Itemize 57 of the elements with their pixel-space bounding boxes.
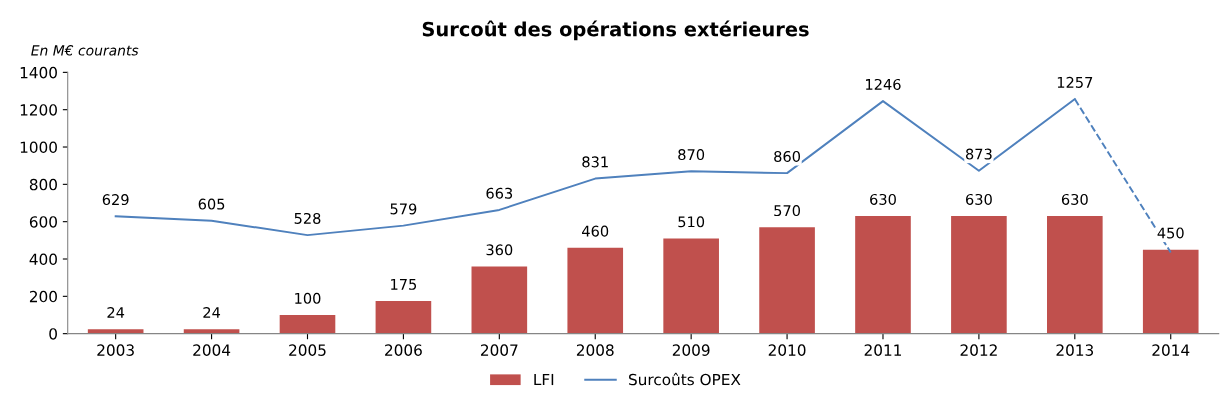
bar <box>1142 249 1199 334</box>
y-tick-label: 1200 <box>20 104 57 116</box>
y-axis-title: En M€ courants <box>31 45 139 56</box>
data-label: 630 <box>870 193 896 205</box>
data-label: 831 <box>582 156 608 168</box>
x-tick-label: 2007 <box>481 344 518 356</box>
bar <box>951 216 1007 334</box>
data-label: 528 <box>294 212 321 224</box>
data-label: 450 <box>1157 227 1184 239</box>
data-label: 1257 <box>1057 76 1093 88</box>
bar <box>663 238 719 334</box>
y-tick-label: 400 <box>29 253 57 266</box>
y-tick-label: 1400 <box>20 66 57 79</box>
data-label: 663 <box>486 187 513 199</box>
x-tick-label: 2013 <box>1056 344 1094 356</box>
chart-title: Surcoût des opérations extérieures <box>422 20 809 41</box>
bar <box>855 216 911 334</box>
data-label: 24 <box>107 306 125 318</box>
bar <box>279 315 336 334</box>
bar <box>471 266 528 334</box>
x-tick-label: 2006 <box>385 344 422 356</box>
data-label: 579 <box>390 203 417 215</box>
data-label: 175 <box>391 279 417 290</box>
y-tick-label: 600 <box>29 216 57 228</box>
x-tick-label: 2011 <box>864 344 902 356</box>
data-label: 100 <box>295 292 321 304</box>
bar <box>375 301 432 334</box>
data-label: 570 <box>774 205 801 217</box>
data-label: 460 <box>582 225 609 237</box>
y-tick-label: 200 <box>29 290 57 303</box>
data-label: 24 <box>203 306 221 318</box>
data-label: 860 <box>774 150 801 162</box>
data-label: 629 <box>102 194 129 206</box>
x-tick-label: 2005 <box>289 344 326 356</box>
legend-label: LFI <box>534 373 554 386</box>
data-label: 873 <box>965 148 992 160</box>
bar <box>567 247 624 334</box>
legend-label: Surcoûts OPEX <box>629 372 741 386</box>
data-label: 630 <box>1061 193 1088 205</box>
data-label: 630 <box>966 193 992 205</box>
data-label: 1246 <box>866 78 901 90</box>
data-label: 605 <box>198 198 225 210</box>
x-tick-label: 2008 <box>576 344 614 356</box>
data-label: 870 <box>678 149 705 161</box>
y-tick-label: 1000 <box>20 141 57 154</box>
x-tick-label: 2004 <box>193 344 231 356</box>
x-tick-label: 2009 <box>672 344 710 356</box>
data-label: 510 <box>678 216 705 228</box>
bar <box>1047 216 1103 334</box>
x-tick-label: 2010 <box>768 344 806 356</box>
x-tick-label: 2012 <box>960 344 997 356</box>
x-tick-label: 2003 <box>97 344 134 356</box>
bar <box>759 227 815 334</box>
y-tick-label: 800 <box>29 178 57 191</box>
y-tick-label: 0 <box>49 328 57 340</box>
data-label: 360 <box>486 244 513 256</box>
x-tick-label: 2014 <box>1152 344 1190 356</box>
